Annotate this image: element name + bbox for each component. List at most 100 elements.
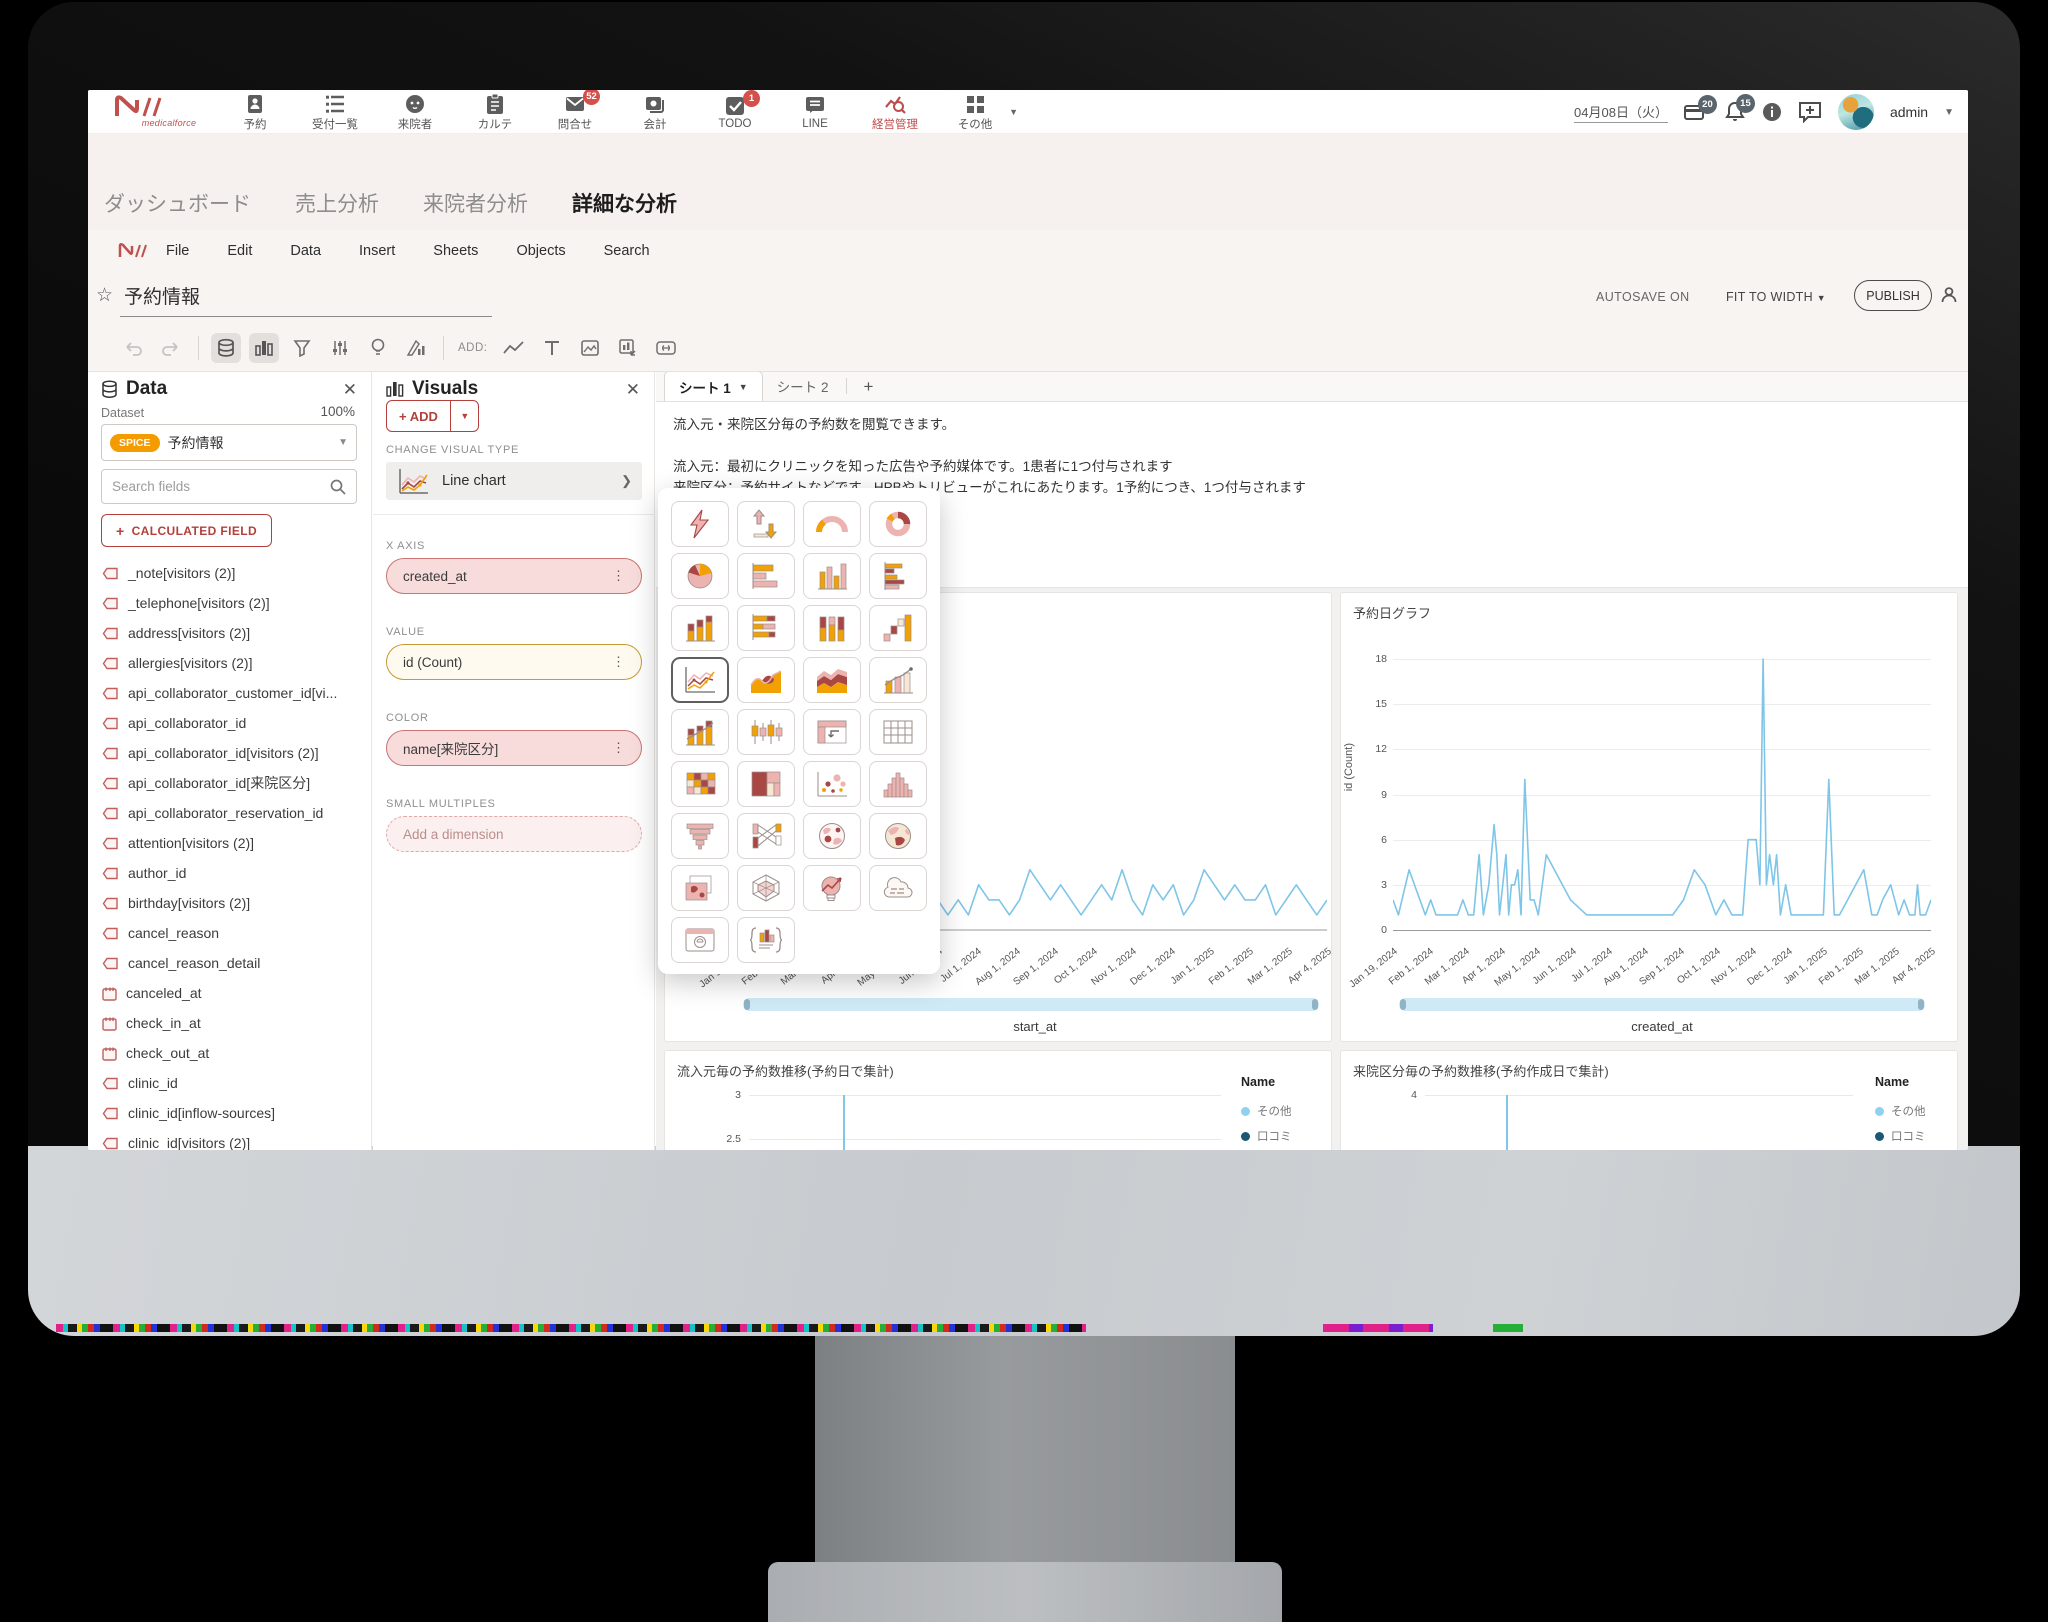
- sheet-tab-caret-icon[interactable]: ▼: [738, 381, 748, 392]
- visual-type-pivot-table-icon[interactable]: [803, 709, 861, 755]
- visual-type-combo-bar-line-icon[interactable]: [869, 657, 927, 703]
- fit-to-width-select[interactable]: FIT TO WIDTH ▼: [1726, 290, 1826, 304]
- nav-item-management[interactable]: 経営管理: [868, 93, 922, 132]
- field-row[interactable]: api_collaborator_reservation_id: [102, 798, 323, 828]
- x-axis-field-pill[interactable]: created_at ⋮: [386, 558, 642, 594]
- field-row[interactable]: clinic_id[inflow-sources]: [102, 1098, 275, 1128]
- nav-item-reservation[interactable]: 予約: [228, 93, 282, 132]
- filter-button[interactable]: [287, 333, 317, 363]
- visual-type-histogram-icon[interactable]: [869, 761, 927, 807]
- color-field-pill[interactable]: name[来院区分] ⋮: [386, 730, 642, 766]
- edit-calculations-button[interactable]: [401, 333, 431, 363]
- visual-type-sankey-icon[interactable]: [737, 813, 795, 859]
- data-panel-close-icon[interactable]: ✕: [342, 380, 357, 399]
- field-row[interactable]: birthday[visitors (2)]: [102, 888, 250, 918]
- add-text-button[interactable]: [537, 333, 567, 363]
- add-visual-button[interactable]: [613, 333, 643, 363]
- menu-sheets[interactable]: Sheets: [433, 243, 479, 259]
- add-visual-split-button[interactable]: + ADD ▼: [386, 400, 480, 432]
- nav-item-karte[interactable]: カルテ: [468, 93, 522, 132]
- visual-type-bar-horizontal-stacked-icon[interactable]: [737, 605, 795, 651]
- nav-item-inquiry[interactable]: 52 問合せ: [548, 90, 602, 132]
- visual-type-waterfall-icon[interactable]: [869, 605, 927, 651]
- undo-button[interactable]: [118, 333, 148, 363]
- nav-item-others[interactable]: その他 ▼: [948, 93, 1018, 132]
- parameters-button[interactable]: [325, 333, 355, 363]
- field-row[interactable]: cancel_reason_detail: [102, 948, 260, 978]
- small-multiples-drop-zone[interactable]: Add a dimension: [386, 816, 642, 852]
- menu-search[interactable]: Search: [603, 243, 650, 259]
- slider-handle-right[interactable]: [1312, 999, 1318, 1010]
- field-menu-icon[interactable]: ⋮: [612, 568, 625, 583]
- nav-item-reception-list[interactable]: 受付一覧: [308, 93, 362, 132]
- visual-card-created-at[interactable]: 予約日グラフ id (Count) 0 3 6 9 12 15 18 Jan 19, 2024 Fe…: [1340, 592, 1958, 1042]
- add-line-visual-button[interactable]: [499, 333, 529, 363]
- visual-type-line-chart-icon[interactable]: [671, 657, 729, 703]
- visual-type-gauge-icon[interactable]: [803, 501, 861, 547]
- field-row[interactable]: author_id: [102, 858, 186, 888]
- visual-type-kpi-icon[interactable]: [737, 501, 795, 547]
- visual-type-bar-vertical-stacked-icon[interactable]: [671, 605, 729, 651]
- value-field-pill[interactable]: id (Count) ⋮: [386, 644, 642, 680]
- visual-card-category-trend[interactable]: 来院区分毎の予約数推移(予約作成日で集計) 4 Name その他 口コミ: [1340, 1050, 1958, 1150]
- visual-type-radar-icon[interactable]: [737, 865, 795, 911]
- user-name[interactable]: admin: [1889, 104, 1929, 120]
- calculated-field-button[interactable]: + CALCULATED FIELD: [101, 514, 273, 547]
- date-link[interactable]: 04月08日（火）: [1574, 102, 1668, 123]
- redo-button[interactable]: [156, 333, 186, 363]
- visuals-panel-close-icon[interactable]: ✕: [625, 380, 640, 399]
- visual-type-box-plot-icon[interactable]: [737, 709, 795, 755]
- legend-item[interactable]: 口コミ: [1241, 1128, 1292, 1144]
- visual-type-bar-horizontal-grouped-icon[interactable]: [869, 553, 927, 599]
- field-row[interactable]: api_collaborator_customer_id[vi...: [102, 678, 337, 708]
- legend-item[interactable]: その他: [1875, 1103, 1926, 1119]
- add-image-button[interactable]: [575, 333, 605, 363]
- sub-nav-tab-3[interactable]: 詳細な分析: [572, 193, 677, 216]
- field-row[interactable]: address[visitors (2)]: [102, 618, 250, 648]
- slider-handle-left[interactable]: [1400, 999, 1406, 1010]
- menu-objects[interactable]: Objects: [516, 243, 566, 259]
- autosave-status[interactable]: AUTOSAVE ON: [1596, 290, 1690, 304]
- field-menu-icon[interactable]: ⋮: [612, 654, 625, 669]
- visual-type-area-icon[interactable]: [737, 657, 795, 703]
- field-row[interactable]: allergies[visitors (2)]: [102, 648, 252, 678]
- field-row[interactable]: canceled_at: [102, 978, 202, 1008]
- menu-insert[interactable]: Insert: [359, 243, 396, 259]
- payment-card-icon[interactable]: 20: [1683, 95, 1717, 122]
- field-row[interactable]: api_collaborator_id[来院区分]: [102, 768, 310, 798]
- field-row[interactable]: cancel_reason: [102, 918, 219, 948]
- dataset-select[interactable]: SPICE 予約情報 ▼: [101, 424, 357, 461]
- sub-nav-tab-1[interactable]: 売上分析: [295, 193, 379, 216]
- visual-type-narrative-icon[interactable]: [737, 917, 795, 963]
- slider-handle-left[interactable]: [744, 999, 750, 1010]
- slider-handle-right[interactable]: [1918, 999, 1924, 1010]
- x-axis-range-slider[interactable]: [743, 998, 1319, 1011]
- visual-type-treemap-icon[interactable]: [737, 761, 795, 807]
- user-menu-chevron-icon[interactable]: ▼: [1944, 106, 1954, 118]
- sub-nav-tab-0[interactable]: ダッシュボード: [104, 193, 251, 216]
- visual-type-insight-icon[interactable]: [803, 865, 861, 911]
- visual-type-bar-horizontal-icon[interactable]: [737, 553, 795, 599]
- medicalforce-logo[interactable]: medicalforce: [114, 94, 224, 128]
- visual-type-donut-icon[interactable]: [869, 501, 927, 547]
- field-row[interactable]: api_collaborator_id: [102, 708, 246, 738]
- field-row[interactable]: check_out_at: [102, 1038, 209, 1068]
- visual-type-heatmap-icon[interactable]: [671, 761, 729, 807]
- visual-type-bar-vertical-100-icon[interactable]: [803, 605, 861, 651]
- visual-type-custom-visual-icon[interactable]: [671, 917, 729, 963]
- visual-type-pie-icon[interactable]: [671, 553, 729, 599]
- sub-nav-tab-2[interactable]: 来院者分析: [423, 193, 528, 216]
- nav-item-accounting[interactable]: 会計: [628, 93, 682, 132]
- field-row[interactable]: attention[visitors (2)]: [102, 828, 254, 858]
- share-user-icon[interactable]: [1940, 286, 1958, 304]
- field-menu-icon[interactable]: ⋮: [612, 740, 625, 755]
- search-fields-input[interactable]: Search fields: [101, 469, 357, 504]
- info-icon[interactable]: [1762, 102, 1782, 122]
- menu-file[interactable]: File: [166, 243, 190, 259]
- line-chart-plot[interactable]: [1393, 653, 1931, 936]
- nav-item-line-chat[interactable]: LINE: [788, 95, 842, 130]
- insights-bulb-button[interactable]: [363, 333, 393, 363]
- visual-type-geo-map-icon[interactable]: [803, 813, 861, 859]
- toggle-visuals-panel-button[interactable]: [249, 333, 279, 363]
- sheet-tab-2[interactable]: シート 2: [776, 380, 829, 395]
